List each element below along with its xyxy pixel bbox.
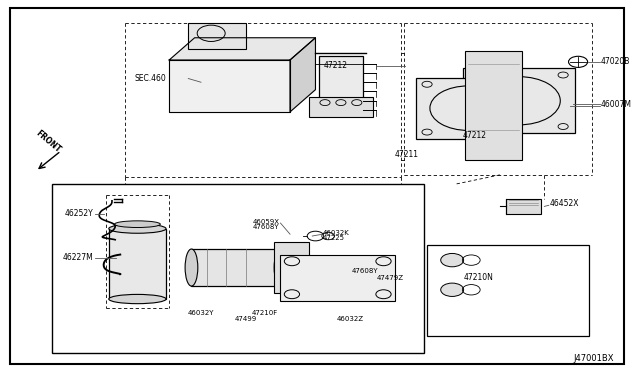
Ellipse shape bbox=[109, 294, 166, 304]
Text: 46032K: 46032K bbox=[323, 230, 350, 236]
Text: 47212: 47212 bbox=[323, 61, 348, 70]
Bar bbox=[52, 184, 424, 353]
Text: 47225: 47225 bbox=[323, 235, 345, 241]
Text: 47020B: 47020B bbox=[600, 57, 630, 66]
Bar bbox=[319, 56, 363, 112]
Text: 47479Z: 47479Z bbox=[377, 275, 404, 280]
Bar bbox=[465, 51, 522, 160]
Ellipse shape bbox=[115, 221, 160, 228]
Polygon shape bbox=[169, 38, 316, 60]
Text: 46032Y: 46032Y bbox=[188, 310, 214, 316]
Bar bbox=[415, 78, 520, 139]
Bar bbox=[280, 254, 395, 301]
Circle shape bbox=[441, 283, 463, 296]
Text: 46227M: 46227M bbox=[62, 253, 93, 262]
Text: 47608Y: 47608Y bbox=[352, 268, 378, 274]
Bar bbox=[427, 245, 589, 336]
Text: 47499: 47499 bbox=[235, 316, 257, 322]
Polygon shape bbox=[290, 38, 316, 112]
Text: 47212: 47212 bbox=[462, 131, 486, 141]
Text: 47608Y: 47608Y bbox=[253, 224, 279, 230]
Text: 47210F: 47210F bbox=[252, 310, 278, 316]
Polygon shape bbox=[169, 60, 290, 112]
Ellipse shape bbox=[274, 249, 287, 286]
Bar bbox=[109, 229, 166, 299]
Ellipse shape bbox=[109, 224, 166, 233]
Text: J47001BX: J47001BX bbox=[574, 354, 614, 363]
Circle shape bbox=[441, 253, 463, 267]
Text: 47211: 47211 bbox=[395, 150, 419, 159]
Text: 46032Z: 46032Z bbox=[337, 316, 364, 322]
Bar bbox=[191, 249, 280, 286]
Bar bbox=[309, 97, 372, 118]
Bar bbox=[274, 241, 309, 294]
Text: SEC.460: SEC.460 bbox=[134, 74, 166, 83]
Text: 46252Y: 46252Y bbox=[64, 209, 93, 218]
Text: 47210N: 47210N bbox=[463, 273, 493, 282]
Bar bbox=[463, 68, 575, 133]
Text: 46007M: 46007M bbox=[600, 100, 631, 109]
Text: FRONT: FRONT bbox=[34, 129, 63, 154]
Ellipse shape bbox=[185, 249, 198, 286]
Bar bbox=[188, 23, 246, 49]
Text: 46452X: 46452X bbox=[550, 199, 580, 208]
Text: 46059X: 46059X bbox=[252, 219, 279, 225]
Bar bbox=[506, 199, 541, 214]
